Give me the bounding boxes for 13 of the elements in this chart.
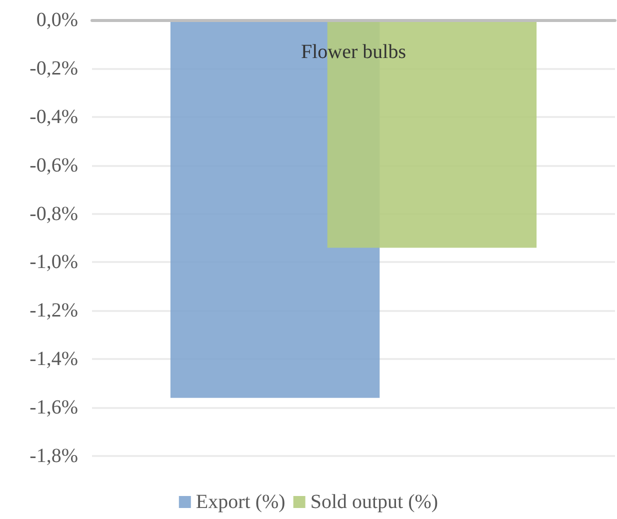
y-tick-label: -0,6% [30,154,78,176]
y-tick-label: -1,8% [30,445,78,467]
y-tick-label: -1,4% [30,348,78,370]
y-tick-label: -1,6% [30,396,78,419]
y-tick-label: -1,0% [30,251,78,274]
y-tick-label: -0,8% [30,202,78,225]
legend-label: Sold output (%) [310,491,438,513]
x-tick-label: Flower bulbs [301,41,406,63]
legend-label: Export (%) [196,491,286,513]
y-tick-label: -1,2% [30,300,78,322]
y-tick-label: -0,4% [30,106,78,128]
y-tick-label: -0,2% [30,57,78,80]
y-tick-label: 0,0% [36,9,78,31]
